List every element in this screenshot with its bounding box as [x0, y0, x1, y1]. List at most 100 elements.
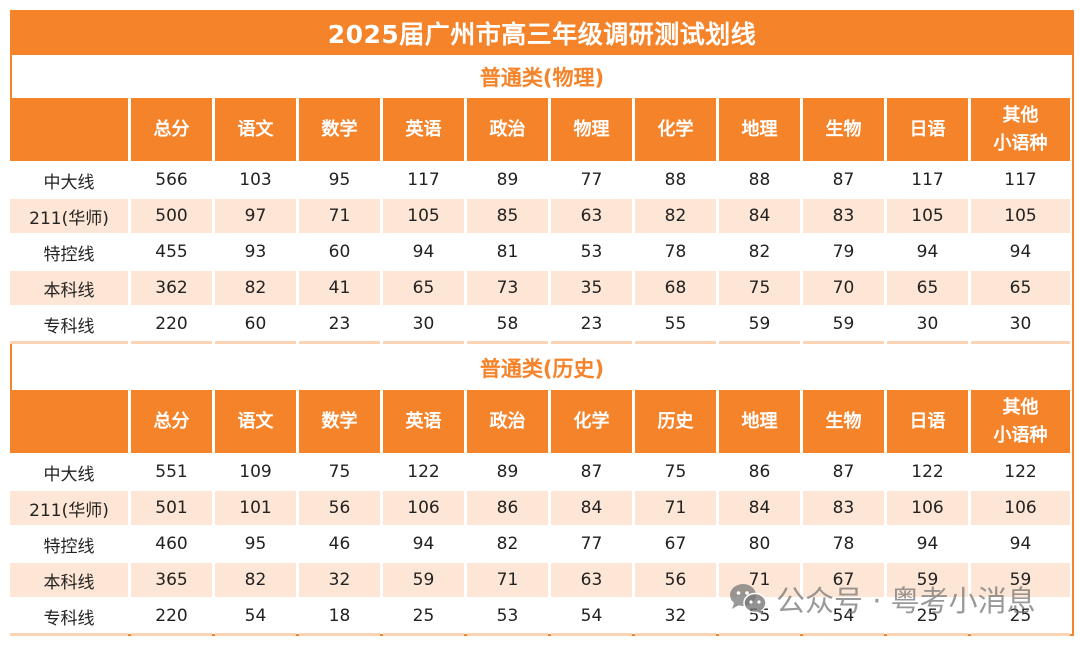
table-row: 专科线 220 60 23 30 58 23 55 59 59 30 30 — [10, 307, 1070, 344]
score-cell: 95 — [299, 163, 380, 199]
header-cell: 语文 — [215, 390, 296, 455]
score-cell: 78 — [803, 527, 884, 563]
header-row: 总分 语文 数学 英语 政治 化学 历史 地理 生物 日语 其他 小语种 — [10, 390, 1070, 455]
score-cell: 84 — [719, 199, 800, 235]
score-cell: 71 — [719, 563, 800, 599]
score-cell: 97 — [215, 199, 296, 235]
score-cell: 70 — [803, 271, 884, 307]
table-row: 本科线 365 82 32 59 71 63 56 71 67 59 59 — [10, 563, 1070, 599]
score-cell: 93 — [215, 235, 296, 271]
score-cell: 82 — [215, 563, 296, 599]
score-cell: 117 — [887, 163, 968, 199]
header-line: 小语种 — [993, 424, 1048, 446]
score-cell: 88 — [719, 163, 800, 199]
row-label: 特控线 — [10, 235, 128, 271]
score-cell: 71 — [635, 491, 716, 527]
score-cell: 220 — [131, 599, 212, 636]
header-cell: 地理 — [719, 390, 800, 455]
score-cell: 94 — [887, 527, 968, 563]
score-cell: 122 — [383, 455, 464, 491]
table-row: 专科线 220 54 18 25 53 54 32 55 54 25 25 — [10, 599, 1070, 636]
table-row: 211(华师) 501 101 56 106 86 84 71 84 83 106 106 — [10, 491, 1070, 527]
score-cell: 32 — [299, 563, 380, 599]
score-cell: 109 — [215, 455, 296, 491]
score-cell: 122 — [971, 455, 1070, 491]
header-cell: 日语 — [887, 98, 968, 163]
header-cell: 语文 — [215, 98, 296, 163]
score-cell: 59 — [383, 563, 464, 599]
score-cell: 59 — [719, 307, 800, 344]
score-cell: 75 — [299, 455, 380, 491]
score-cell: 220 — [131, 307, 212, 344]
header-cell: 地理 — [719, 98, 800, 163]
score-cell: 501 — [131, 491, 212, 527]
score-cell: 63 — [551, 199, 632, 235]
score-cell: 63 — [551, 563, 632, 599]
score-cell: 82 — [215, 271, 296, 307]
score-cell: 30 — [383, 307, 464, 344]
header-line: 小语种 — [993, 132, 1048, 154]
header-cell: 日语 — [887, 390, 968, 455]
score-cell: 77 — [551, 163, 632, 199]
score-cell: 362 — [131, 271, 212, 307]
score-cell: 83 — [803, 491, 884, 527]
score-cell: 106 — [971, 491, 1070, 527]
score-cell: 23 — [551, 307, 632, 344]
score-cell: 81 — [467, 235, 548, 271]
score-cell: 65 — [887, 271, 968, 307]
score-cell: 59 — [887, 563, 968, 599]
score-cell: 56 — [299, 491, 380, 527]
header-cell: 化学 — [551, 390, 632, 455]
table-row: 特控线 455 93 60 94 81 53 78 82 79 94 94 — [10, 235, 1070, 271]
score-cell: 54 — [215, 599, 296, 636]
table-row: 中大线 551 109 75 122 89 87 75 86 87 122 122 — [10, 455, 1070, 491]
header-cell: 数学 — [299, 390, 380, 455]
score-cell: 82 — [719, 235, 800, 271]
score-cell: 105 — [887, 199, 968, 235]
score-cell: 88 — [635, 163, 716, 199]
score-cell: 94 — [383, 235, 464, 271]
score-cell: 75 — [635, 455, 716, 491]
score-cell: 53 — [551, 235, 632, 271]
score-cell: 54 — [551, 599, 632, 636]
score-cell: 73 — [467, 271, 548, 307]
score-cell: 84 — [719, 491, 800, 527]
score-cell: 86 — [719, 455, 800, 491]
table-row: 中大线 566 103 95 117 89 77 88 88 87 117 117 — [10, 163, 1070, 199]
header-cell: 英语 — [383, 390, 464, 455]
header-line: 其他 — [1002, 104, 1039, 126]
score-cell: 103 — [215, 163, 296, 199]
table-row: 特控线 460 95 46 94 82 77 67 80 78 94 94 — [10, 527, 1070, 563]
score-cell: 122 — [887, 455, 968, 491]
score-cell: 82 — [467, 527, 548, 563]
header-cell: 物理 — [551, 98, 632, 163]
score-cell: 67 — [635, 527, 716, 563]
score-cell: 30 — [971, 307, 1070, 344]
score-cell: 25 — [971, 599, 1070, 636]
score-cell: 101 — [215, 491, 296, 527]
score-cell: 55 — [635, 307, 716, 344]
score-cell: 87 — [551, 455, 632, 491]
score-cell: 80 — [719, 527, 800, 563]
header-cell: 总分 — [131, 98, 212, 163]
score-cell: 46 — [299, 527, 380, 563]
row-label: 本科线 — [10, 271, 128, 307]
score-cell: 67 — [803, 563, 884, 599]
header-cell-other-languages: 其他 小语种 — [971, 390, 1070, 455]
score-cell: 106 — [887, 491, 968, 527]
row-label: 专科线 — [10, 307, 128, 344]
score-cell: 94 — [971, 527, 1070, 563]
score-cell: 105 — [383, 199, 464, 235]
score-cell: 83 — [803, 199, 884, 235]
score-cell: 59 — [971, 563, 1070, 599]
score-cell: 32 — [635, 599, 716, 636]
score-cell: 500 — [131, 199, 212, 235]
section-subtitle-physics: 普通类(物理) — [479, 65, 605, 90]
score-cell: 25 — [887, 599, 968, 636]
score-cell: 87 — [803, 455, 884, 491]
score-cell: 89 — [467, 163, 548, 199]
score-cell: 71 — [299, 199, 380, 235]
score-cell: 94 — [887, 235, 968, 271]
score-table-physics: 总分 语文 数学 英语 政治 物理 化学 地理 生物 日语 其他 小语种 中大线… — [7, 98, 1073, 344]
score-cell: 85 — [467, 199, 548, 235]
